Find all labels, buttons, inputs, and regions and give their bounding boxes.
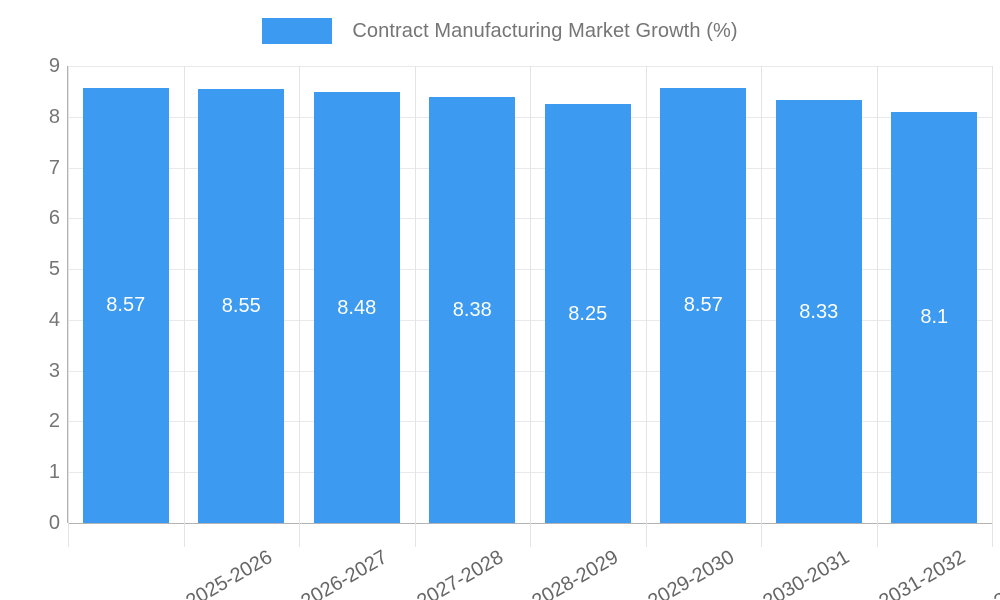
bar-value-label: 8.25: [568, 302, 608, 325]
y-axis-tick-label: 7: [48, 156, 60, 179]
bar[interactable]: 8.55: [198, 88, 285, 523]
y-axis-tick-label: 8: [48, 105, 60, 128]
x-axis-tick-label: 2027-2028: [413, 546, 507, 600]
plot-area: 8.57 8.55 8.48 8.38 8.25 8.57 8.33 8.1: [67, 66, 993, 547]
bar[interactable]: 8.33: [775, 100, 862, 523]
x-axis-tick-label: 2032-2033: [990, 546, 1000, 600]
x-axis-tick-label: 2028-2029: [528, 546, 623, 600]
x-axis-tick-label: 2031-2032: [875, 546, 969, 600]
x-gridline: [645, 66, 647, 547]
x-gridline: [183, 66, 185, 547]
x-gridline: [992, 66, 993, 547]
x-gridline: [530, 66, 531, 547]
y-axis-tick-label: 3: [48, 359, 60, 382]
x-gridline: [761, 66, 762, 547]
bar-value-label: 8.33: [799, 300, 839, 323]
bar-value-label: 8.38: [452, 299, 492, 322]
bar-value-label: 8.55: [221, 294, 261, 317]
x-gridline: [876, 66, 878, 547]
y-axis-tick-label: 0: [48, 512, 60, 534]
chart-legend: Contract Manufacturing Market Growth (%): [0, 14, 1000, 48]
legend-swatch-series-0: [262, 18, 333, 44]
bar-value-label: 8.57: [683, 294, 723, 317]
x-gridline: [68, 66, 69, 547]
bar[interactable]: 8.57: [82, 87, 169, 523]
x-axis-tick-label: 2029-2030: [644, 546, 738, 600]
y-axis-tick-label: 5: [48, 258, 60, 281]
y-axis-tick-label: 9: [48, 55, 60, 77]
bar[interactable]: 8.48: [313, 92, 400, 523]
y-axis-tick-label: 1: [48, 461, 60, 484]
bar[interactable]: 8.57: [660, 87, 747, 523]
y-axis-tick-label: 2: [48, 410, 60, 433]
y-axis-tick-label: 4: [48, 308, 60, 331]
y-axis: 0 1 2 3 4 5 6 7 8 9: [0, 0, 60, 600]
bar-value-label: 8.57: [106, 294, 146, 317]
bar[interactable]: 8.38: [429, 97, 516, 523]
bar-value-label: 8.48: [337, 296, 377, 319]
x-axis-tick-label: 2026-2027: [297, 546, 392, 600]
x-gridline: [299, 66, 300, 547]
bar[interactable]: 8.25: [544, 104, 631, 523]
legend-label-series-0[interactable]: Contract Manufacturing Market Growth (%): [352, 19, 738, 42]
bar-value-label: 8.1: [920, 306, 949, 329]
y-axis-tick-label: 6: [48, 207, 60, 230]
x-gridline: [414, 66, 416, 547]
bar[interactable]: 8.1: [891, 111, 978, 523]
x-axis-tick-label: 2025-2026: [182, 546, 276, 600]
y-axis-line: [67, 66, 68, 523]
x-axis-tick-label: 2030-2031: [759, 546, 854, 600]
